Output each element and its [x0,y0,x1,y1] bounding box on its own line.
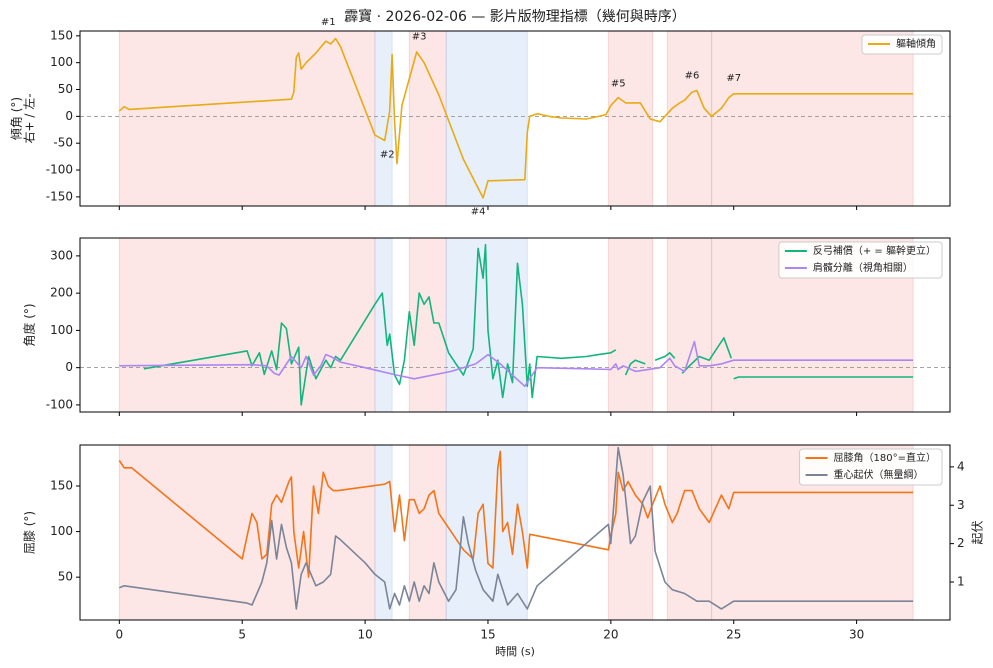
series-line [118,446,914,610]
y2-tick-label: 2 [957,536,965,550]
axes-frame [79,237,951,413]
y-tick-label: 50 [58,570,73,584]
x-tick-label: 5 [238,628,246,642]
legend-label: 軀軸傾角 [896,37,936,50]
series-line [118,37,914,199]
y-tick-label: 100 [50,55,73,69]
legend-box [799,448,943,486]
phase-span [607,444,654,621]
annotation: #4 [471,206,486,217]
phase-span [374,237,393,413]
y2-tick-label: 1 [957,575,965,589]
phase-span [374,444,393,621]
y-axis-label: 屈膝 (°) [23,511,37,554]
phase-span [607,30,654,207]
y-tick-label: 300 [50,248,73,262]
legend-box [861,34,943,55]
y-tick-label: 50 [58,82,73,96]
legend: 反弓補償（+ = 軀幹更立） 肩髖分離（視角相關） [778,241,943,279]
axes-frame [79,30,951,207]
legend-label: 屈膝角（180°=直立） [834,451,936,464]
legend: 屈膝角（180°=直立） 重心起伏（無量綱） [799,448,943,486]
phase-span [408,237,447,413]
legend-label: 重心起伏（無量綱） [834,468,924,481]
y2-tick-label: 4 [957,459,965,473]
axes-frame [79,444,951,621]
x-tick-label: 0 [116,628,124,642]
legend-label: 反弓補償（+ = 軀幹更立） [813,244,936,257]
x-axis-label: 時間 (s) [495,645,535,658]
series-line [119,340,914,388]
y-tick-label: 150 [50,479,73,493]
y-tick-label: -150 [46,189,73,203]
y-tick-label: 100 [50,524,73,538]
y2-axis-label: 起伏 [971,520,985,544]
annotation: #7 [726,73,741,84]
y-axis-label: 右+ / 左- [22,93,37,143]
y-axis-label: 角度 (°) [22,303,37,346]
figure-title: 霹寶 · 2026-02-06 — 影片版物理指標（幾何與時序） [344,9,686,25]
annotation: #3 [412,31,427,42]
phase-span [118,237,376,413]
x-tick-label: 25 [726,628,741,642]
series-line [143,243,914,406]
phase-span [408,30,447,207]
x-tick-label: 20 [603,628,618,642]
phase-span [666,30,713,207]
y-tick-label: 0 [65,109,73,123]
y-tick-label: 100 [50,323,73,337]
phase-span [666,237,713,413]
annotation: #2 [380,149,395,160]
y-tick-label: 150 [50,28,73,42]
x-tick-label: 30 [849,628,864,642]
series-line [118,450,914,578]
annotation: #5 [611,79,626,90]
x-tick-label: 10 [357,628,372,642]
y-tick-label: 200 [50,286,73,300]
legend: 軀軸傾角 [861,34,943,55]
phase-span [408,444,447,621]
y2-tick-label: 3 [957,498,965,512]
phase-span [374,30,393,207]
y-tick-label: -50 [53,136,73,150]
phase-span [666,444,713,621]
annotation: #6 [685,71,700,82]
y-tick-label: -100 [46,163,73,177]
phase-span [607,237,654,413]
phase-span [711,30,914,207]
x-tick-label: 15 [480,628,495,642]
y-tick-label: 0 [65,360,73,374]
y-axis-label: 傾角 (°) [10,97,24,140]
annotation: #1 [321,17,336,28]
legend-label: 肩髖分離（視角相關） [813,261,913,274]
legend-box [778,241,943,279]
y-tick-label: -100 [46,397,73,411]
phase-span [118,30,376,207]
phase-span [445,30,528,207]
